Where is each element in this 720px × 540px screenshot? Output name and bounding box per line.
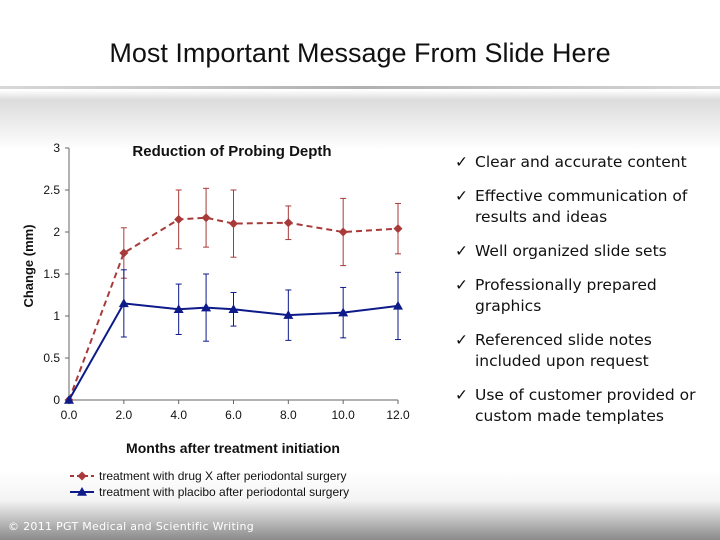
- legend-marker: [77, 471, 87, 481]
- y-tick-label: 0: [53, 393, 60, 407]
- feature-item: ✓ Effective communication of results and …: [455, 186, 715, 228]
- data-point: [201, 213, 211, 223]
- check-icon: ✓: [455, 153, 468, 171]
- feature-item: ✓ Professionally prepared graphics: [455, 275, 715, 317]
- data-point: [228, 304, 239, 314]
- legend-label: treatment with drug X after periodontal …: [99, 469, 346, 483]
- title-bar: Most Important Message From Slide Here: [0, 0, 720, 88]
- data-point: [118, 298, 129, 308]
- data-point: [393, 224, 403, 234]
- series-line: [68, 302, 399, 401]
- x-tick-label: 4.0: [170, 408, 187, 422]
- x-tick-label: 12.0: [386, 408, 410, 422]
- slide-title: Most Important Message From Slide Here: [109, 38, 611, 68]
- data-point: [201, 302, 212, 312]
- feature-text: Clear and accurate content: [475, 153, 687, 171]
- check-icon: ✓: [455, 242, 468, 260]
- feature-item: ✓ Well organized slide sets: [455, 241, 715, 262]
- feature-list: ✓ Clear and accurate content ✓ Effective co…: [455, 152, 715, 440]
- check-icon: ✓: [455, 386, 468, 404]
- data-point: [174, 214, 184, 224]
- y-tick-label: 1: [53, 309, 60, 323]
- feature-text: Effective communication of results and i…: [475, 187, 688, 226]
- x-tick-label: 0.0: [61, 408, 78, 422]
- x-tick-label: 2.0: [115, 408, 132, 422]
- x-tick-label: 10.0: [331, 408, 355, 422]
- data-point: [338, 227, 348, 237]
- feature-text: Use of customer provided or custom made …: [475, 386, 696, 425]
- x-tick-label: 8.0: [280, 408, 297, 422]
- legend-marker: [77, 487, 87, 496]
- data-point: [229, 219, 238, 229]
- series-line: [68, 216, 399, 401]
- x-tick-label: 6.0: [225, 408, 242, 422]
- feature-text: Referenced slide notes included upon req…: [475, 331, 652, 370]
- y-tick-label: 3: [53, 141, 60, 155]
- feature-item: ✓ Referenced slide notes included upon re…: [455, 330, 715, 372]
- feature-text: Well organized slide sets: [475, 242, 667, 260]
- probing-depth-chart: Reduction of Probing Depth Change (mm) M…: [21, 141, 410, 499]
- legend-item: treatment with drug X after periodontal …: [70, 469, 346, 483]
- data-point: [283, 218, 293, 228]
- feature-text: Professionally prepared graphics: [475, 276, 657, 315]
- data-point: [119, 248, 129, 258]
- axes: 0 0.5 1 1.5 2 2.5 3 0.0 2.0 4.0 6.0 8.0 10.0 12.0: [43, 141, 410, 422]
- y-tick-label: 2: [53, 225, 60, 239]
- data-point: [338, 307, 349, 317]
- series-2: [64, 269, 403, 404]
- chart-title: Reduction of Probing Depth: [132, 143, 331, 160]
- data-point: [393, 300, 403, 310]
- copyright-footer: © 2011 PGT Medical and Scientific Writin…: [8, 520, 255, 533]
- data-point: [173, 304, 184, 314]
- y-tick-label: 2.5: [43, 183, 60, 197]
- check-icon: ✓: [455, 187, 468, 205]
- y-axis-label: Change (mm): [21, 224, 36, 307]
- y-tick-label: 1.5: [43, 267, 60, 281]
- check-icon: ✓: [455, 276, 468, 294]
- plot-area: [64, 187, 403, 405]
- x-axis-label: Months after treatment initiation: [126, 440, 340, 456]
- feature-item: ✓ Clear and accurate content: [455, 152, 715, 173]
- title-divider: [0, 86, 720, 89]
- y-tick-label: 0.5: [43, 351, 60, 365]
- legend-item: treatment with placibo after periodontal…: [70, 485, 349, 499]
- check-icon: ✓: [455, 331, 468, 349]
- legend-label: treatment with placibo after periodontal…: [99, 485, 349, 499]
- data-point: [64, 395, 74, 404]
- legend: treatment with drug X after periodontal …: [70, 469, 349, 499]
- data-point: [283, 310, 294, 319]
- feature-item: ✓ Use of customer provided or custom made…: [455, 385, 715, 427]
